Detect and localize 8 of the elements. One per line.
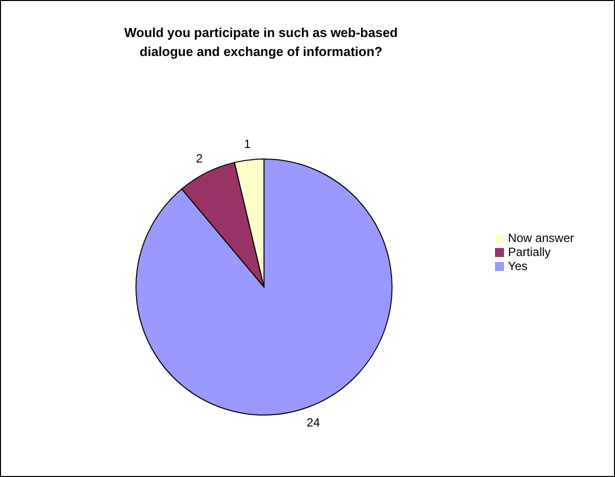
legend-label: Yes xyxy=(508,259,528,273)
legend-label: Now answer xyxy=(508,231,574,245)
data-label: 24 xyxy=(306,415,320,430)
data-label: 1 xyxy=(244,136,251,151)
legend-label: Partially xyxy=(508,245,551,259)
pie-slice xyxy=(181,162,264,288)
chart-title: Would you participate in such as web-based dialogue and exchange of information? xyxy=(123,24,399,61)
data-label: 2 xyxy=(196,151,204,166)
